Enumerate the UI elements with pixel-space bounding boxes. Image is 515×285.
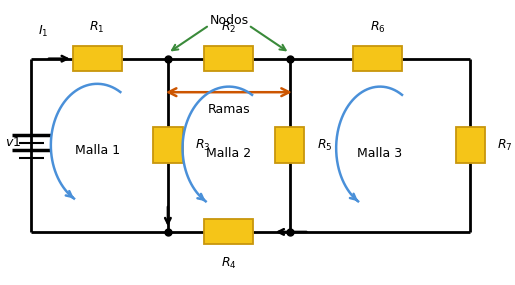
FancyBboxPatch shape: [204, 219, 253, 245]
Text: $R_3$: $R_3$: [195, 138, 210, 153]
FancyBboxPatch shape: [275, 127, 304, 164]
Text: Ramas: Ramas: [208, 103, 250, 116]
Text: Malla 2: Malla 2: [207, 147, 251, 160]
Text: Nodos: Nodos: [209, 14, 248, 27]
FancyBboxPatch shape: [204, 46, 253, 71]
FancyBboxPatch shape: [73, 46, 122, 71]
FancyBboxPatch shape: [353, 46, 402, 71]
Text: $v1$: $v1$: [6, 136, 22, 149]
Text: $R_1$: $R_1$: [90, 20, 105, 35]
Text: $R_4$: $R_4$: [221, 256, 237, 271]
Text: Malla 3: Malla 3: [357, 147, 403, 160]
FancyBboxPatch shape: [153, 127, 182, 164]
FancyBboxPatch shape: [456, 127, 485, 164]
Text: $R_6$: $R_6$: [370, 20, 385, 35]
Text: $R_2$: $R_2$: [221, 20, 236, 35]
Text: $R_5$: $R_5$: [317, 138, 332, 153]
Text: $I_1$: $I_1$: [38, 24, 49, 39]
Text: $R_7$: $R_7$: [497, 138, 512, 153]
Text: Malla 1: Malla 1: [75, 144, 120, 157]
